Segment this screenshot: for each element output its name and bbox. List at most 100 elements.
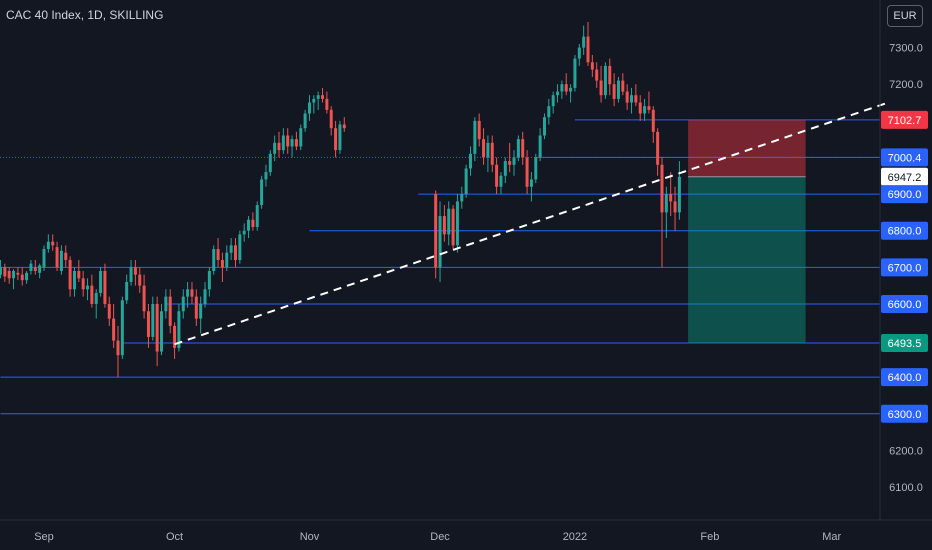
candle[interactable] (525, 150, 529, 195)
candle[interactable] (551, 91, 555, 114)
candle[interactable] (586, 21, 590, 66)
candle[interactable] (638, 95, 642, 121)
candle[interactable] (29, 260, 33, 275)
candle[interactable] (316, 91, 320, 110)
candle[interactable] (334, 120, 338, 158)
candle[interactable] (116, 325, 120, 378)
candle[interactable] (64, 245, 68, 268)
candle[interactable] (451, 205, 455, 250)
candle[interactable] (603, 62, 607, 99)
candle[interactable] (46, 234, 50, 253)
candle[interactable] (621, 73, 625, 96)
candle[interactable] (3, 263, 7, 282)
candle[interactable] (516, 135, 520, 162)
candle[interactable] (455, 194, 459, 253)
candle[interactable] (556, 84, 560, 103)
candle[interactable] (273, 135, 277, 162)
candle[interactable] (286, 128, 290, 154)
candle[interactable] (468, 146, 472, 176)
candle[interactable] (168, 289, 172, 334)
candle[interactable] (599, 65, 603, 103)
candle[interactable] (120, 296, 124, 359)
candle[interactable] (294, 131, 298, 151)
currency-button[interactable]: EUR (887, 5, 923, 27)
candle[interactable] (181, 289, 185, 319)
candle[interactable] (473, 117, 477, 162)
candle[interactable] (16, 267, 20, 281)
candle[interactable] (190, 281, 194, 304)
candle[interactable] (508, 142, 512, 173)
candle[interactable] (112, 303, 116, 348)
candle[interactable] (660, 157, 664, 268)
candle[interactable] (303, 109, 307, 132)
candle[interactable] (442, 205, 446, 242)
candle[interactable] (577, 43, 581, 66)
candle[interactable] (25, 270, 29, 284)
candle[interactable] (142, 274, 146, 319)
candle[interactable] (299, 124, 303, 151)
candle[interactable] (251, 212, 255, 231)
candle[interactable] (630, 87, 634, 114)
candle[interactable] (229, 238, 233, 260)
candle[interactable] (164, 289, 168, 319)
candle[interactable] (560, 80, 564, 99)
candle[interactable] (542, 113, 546, 140)
candle[interactable] (20, 267, 24, 286)
candle[interactable] (656, 128, 660, 176)
candle[interactable] (538, 128, 542, 162)
candle[interactable] (503, 157, 507, 184)
candle[interactable] (94, 289, 98, 319)
candle[interactable] (155, 296, 159, 367)
candle[interactable] (216, 238, 220, 268)
candle[interactable] (547, 98, 551, 125)
candle[interactable] (242, 223, 246, 242)
candle[interactable] (490, 135, 494, 173)
candle[interactable] (290, 135, 294, 158)
candle[interactable] (107, 296, 111, 326)
candle[interactable] (129, 260, 133, 286)
candle[interactable] (233, 238, 237, 268)
candle[interactable] (477, 113, 481, 147)
candle[interactable] (125, 274, 129, 304)
take-profit-zone[interactable] (688, 176, 806, 343)
candle[interactable] (647, 91, 651, 114)
candle[interactable] (608, 58, 612, 96)
candle[interactable] (186, 281, 190, 308)
candle[interactable] (225, 245, 229, 271)
candle[interactable] (482, 128, 486, 165)
candle[interactable] (495, 157, 499, 195)
candle[interactable] (260, 175, 264, 209)
candle[interactable] (564, 73, 568, 96)
candle[interactable] (616, 76, 620, 103)
candle[interactable] (220, 252, 224, 282)
candle[interactable] (86, 278, 90, 301)
candle[interactable] (325, 91, 329, 114)
candle[interactable] (207, 267, 211, 297)
candle[interactable] (212, 245, 216, 275)
candle[interactable] (595, 62, 599, 88)
candle[interactable] (499, 172, 503, 195)
candle[interactable] (651, 106, 655, 143)
candle[interactable] (247, 216, 251, 239)
candle[interactable] (590, 54, 594, 77)
candle[interactable] (307, 95, 311, 121)
candle[interactable] (90, 274, 94, 308)
candle[interactable] (0, 260, 2, 279)
candle[interactable] (173, 322, 177, 359)
candle[interactable] (625, 84, 629, 110)
candle[interactable] (264, 164, 268, 187)
candle[interactable] (203, 281, 207, 308)
candle[interactable] (51, 234, 55, 251)
candle[interactable] (81, 270, 85, 297)
candle[interactable] (138, 267, 142, 293)
candle[interactable] (673, 186, 677, 231)
candle[interactable] (68, 256, 72, 297)
candle[interactable] (160, 303, 164, 356)
candle[interactable] (7, 267, 11, 284)
candle[interactable] (438, 201, 442, 282)
candle[interactable] (38, 263, 42, 279)
candle[interactable] (255, 201, 259, 231)
candle[interactable] (194, 289, 198, 326)
candle[interactable] (268, 150, 272, 176)
